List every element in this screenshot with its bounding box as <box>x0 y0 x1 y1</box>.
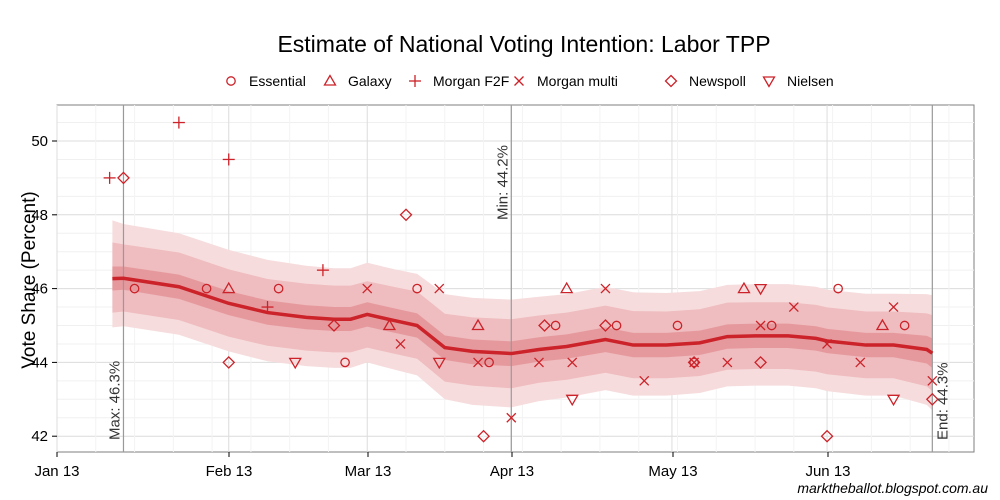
poll-point-morgan-multi <box>927 375 938 386</box>
poll-point-morgan-multi <box>395 338 406 349</box>
poll-point-newspoll <box>117 171 130 185</box>
poll-point-newspoll <box>754 355 767 369</box>
poll-point-newspoll <box>222 355 236 369</box>
poll-point-morgan-multi <box>888 302 899 313</box>
poll-point-essential <box>550 320 561 331</box>
poll-point-nielsen <box>565 394 579 407</box>
poll-point-morgan-multi <box>567 357 578 368</box>
poll-point-morgan-multi <box>855 357 866 368</box>
reference-line-label: End: 44.3% <box>934 362 951 440</box>
poll-point-essential <box>201 283 212 294</box>
x-tick-label: Jan 13 <box>34 463 79 480</box>
poll-point-newspoll <box>599 319 612 332</box>
poll-point-morgan-multi <box>506 412 517 423</box>
legend-item-newspoll: Newspoll <box>664 73 746 89</box>
poll-point-nielsen <box>753 283 768 296</box>
poll-point-morgan-multi <box>362 283 373 294</box>
poll-point-morgan-f2f <box>222 153 235 166</box>
poll-point-morgan-multi <box>788 302 799 313</box>
poll-point-newspoll <box>399 208 413 222</box>
legend-item-nielsen: Nielsen <box>762 73 834 89</box>
x-tick-label: May 13 <box>648 463 697 480</box>
y-tick-label: 48 <box>31 207 48 224</box>
poll-point-essential <box>899 320 910 331</box>
legend-label: Morgan F2F <box>433 73 509 89</box>
legend-label: Morgan multi <box>537 73 618 89</box>
poll-point-essential <box>484 357 494 368</box>
poll-point-morgan-multi <box>600 283 611 294</box>
poll-point-morgan-multi <box>534 357 544 368</box>
x-tick-label: Jun 13 <box>805 463 850 480</box>
poll-point-morgan-multi <box>822 338 833 349</box>
axes: 42 44 46 48 50 Jan 13 Feb 13 Mar 13 Apr 13 May 13… <box>31 133 850 480</box>
poll-point-essential <box>611 320 622 331</box>
poll-point-morgan-multi <box>473 357 483 368</box>
band-80 <box>112 266 933 368</box>
poll-point-galaxy <box>737 281 751 294</box>
legend-item-galaxy: Galaxy <box>323 73 392 89</box>
poll-point-morgan-multi <box>689 357 700 368</box>
poll-point-nielsen <box>432 357 446 370</box>
legend-key-cross-icon <box>514 76 524 86</box>
poll-point-newspoll <box>538 319 551 332</box>
legend-key-diamond-icon <box>664 74 678 88</box>
poll-point-essential <box>689 357 699 368</box>
poll-point-galaxy <box>875 318 890 331</box>
y-tick-label: 44 <box>31 354 48 371</box>
legend-key-plus-icon <box>409 75 421 87</box>
credit-text: marktheballot.blogspot.com.au <box>797 480 988 496</box>
legend-label: Galaxy <box>348 73 392 89</box>
poll-point-morgan-multi <box>755 320 766 331</box>
poll-point-galaxy <box>382 318 397 331</box>
poll-point-newspoll <box>327 319 341 332</box>
poll-point-essential <box>672 320 683 331</box>
poll-point-morgan-multi <box>722 357 733 368</box>
legend-key-triangle-down-icon <box>762 76 776 88</box>
y-axis-title: Vote Share (Percent) <box>19 191 40 368</box>
x-tick-label: Apr 13 <box>490 463 534 480</box>
poll-point-galaxy <box>560 281 574 294</box>
poll-points <box>103 116 939 443</box>
poll-point-essential <box>412 283 422 294</box>
poll-point-morgan-multi <box>434 283 445 294</box>
poll-point-nielsen <box>886 394 901 407</box>
poll-point-essential <box>833 283 843 294</box>
reference-line-label: Min: 44.2% <box>494 145 511 220</box>
poll-point-nielsen <box>288 357 302 370</box>
poll-point-morgan-f2f <box>103 171 116 184</box>
poll-point-morgan-f2f <box>316 264 329 277</box>
legend-label: Newspoll <box>689 73 746 89</box>
poll-point-essential <box>340 357 350 368</box>
reference-lines: Max: 46.3% Min: 44.2% End: 44.3% <box>106 105 951 452</box>
legend-label: Nielsen <box>787 73 834 89</box>
legend: Essential Galaxy Morgan F2F Morgan multi New… <box>226 73 834 89</box>
y-tick-label: 42 <box>31 428 48 445</box>
legend-key-triangle-up-icon <box>323 74 337 86</box>
trend-line <box>112 276 934 356</box>
chart-title: Estimate of National Voting Intention: L… <box>277 31 770 57</box>
poll-point-morgan-multi <box>639 375 650 386</box>
legend-key-circle-icon <box>226 76 236 86</box>
poll-point-newspoll <box>820 429 834 443</box>
reference-line-label: Max: 46.3% <box>106 361 123 440</box>
poll-point-essential <box>766 320 777 331</box>
poll-point-morgan-f2f <box>172 116 185 129</box>
x-tick-label: Mar 13 <box>345 463 392 480</box>
poll-point-galaxy <box>471 318 485 331</box>
poll-point-newspoll <box>477 429 490 443</box>
y-tick-label: 50 <box>31 133 48 150</box>
poll-point-newspoll <box>925 392 939 406</box>
poll-point-essential <box>129 283 140 294</box>
legend-item-morgan-multi: Morgan multi <box>514 73 618 89</box>
y-tick-label: 46 <box>31 281 48 298</box>
legend-item-morgan-f2f: Morgan F2F <box>409 73 509 89</box>
legend-label: Essential <box>249 73 306 89</box>
poll-point-galaxy <box>222 281 236 294</box>
poll-point-essential <box>273 283 284 294</box>
x-tick-label: Feb 13 <box>206 463 253 480</box>
band-95 <box>112 242 933 392</box>
legend-item-essential: Essential <box>226 73 306 89</box>
poll-point-morgan-f2f <box>261 301 274 314</box>
